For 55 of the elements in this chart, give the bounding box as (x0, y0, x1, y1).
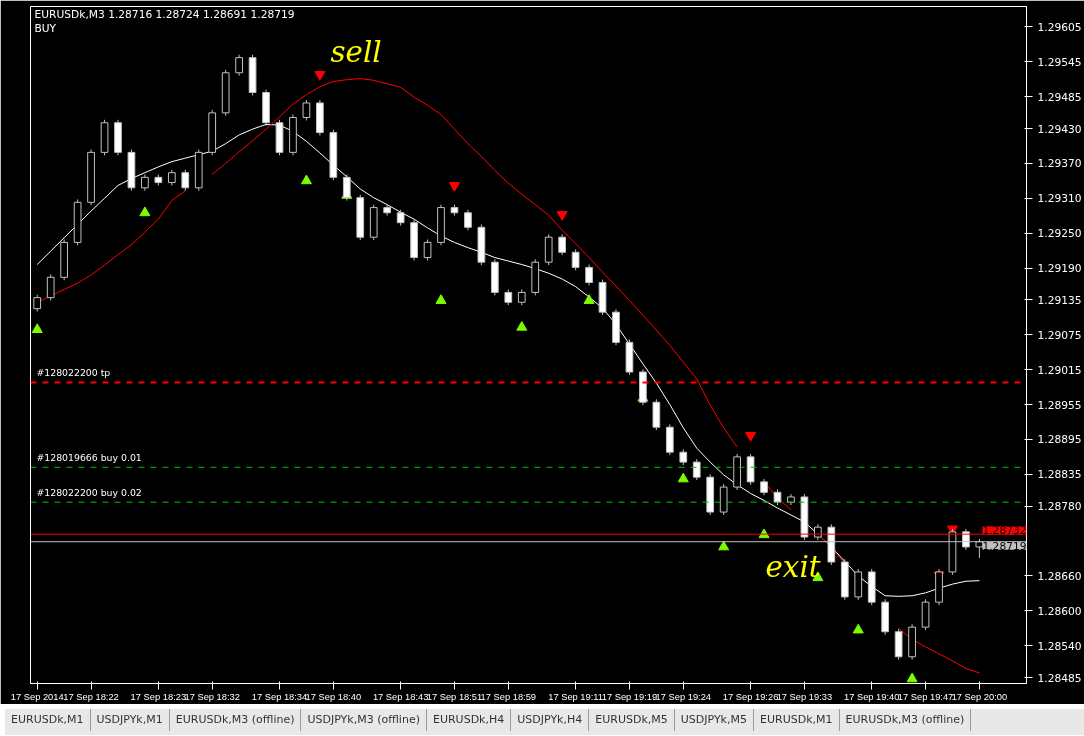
y-tick-label: 1.28780 (1037, 500, 1082, 514)
x-tick-label: 17 Sep 18:23 (130, 691, 187, 702)
x-tick-label: 17 Sep 19:26 (722, 691, 779, 702)
annotation: sell (330, 34, 382, 69)
y-tick-label: 1.29015 (1037, 363, 1082, 377)
text: EURUSDk,M1 (753, 709, 840, 731)
ref-line-label: #128022200 buy 0.02 (36, 487, 142, 499)
y-tick-label: 1.29075 (1037, 328, 1082, 342)
y-tick-label: 1.28540 (1037, 639, 1082, 653)
x-tick-label: 17 Sep 19:40 (843, 691, 900, 702)
x-tick-label: 17 Sep 18:51 (426, 691, 483, 702)
y-tick-label: 1.29190 (1037, 262, 1082, 275)
y-tick-label: 1.29430 (1037, 122, 1082, 136)
y-tick-label: 1.28660 (1037, 569, 1082, 583)
y-tick-label: 1.28485 (1037, 671, 1082, 685)
ref-line-label: 1.28732 (982, 524, 1027, 538)
x-tick-label: 17 Sep 18:22 (63, 691, 119, 702)
x-tick-label: 17 Sep 20:00 (951, 691, 1008, 702)
text: EURUSDk,M3 (offline) (839, 709, 972, 731)
x-tick-label: 17 Sep 18:32 (184, 691, 240, 702)
y-tick-label: 1.28600 (1037, 604, 1082, 618)
y-tick-label: 1.28895 (1037, 433, 1082, 447)
y-tick-label: 1.29310 (1037, 192, 1082, 206)
x-tick-label: 17 Sep 19:33 (776, 691, 833, 702)
x-tick-label: 17 Sep 18:59 (480, 691, 537, 702)
y-tick-label: 1.28955 (1037, 398, 1082, 412)
text: EURUSDk,M3 (offline) (169, 709, 302, 731)
ref-line-label: #128022200 tp (36, 367, 111, 379)
chart-title: EURUSDk,M3 1.28716 1.28724 1.28691 1.28719 (34, 7, 295, 21)
y-tick-label: 1.28835 (1037, 468, 1082, 482)
ref-line-label: #128019666 buy 0.01 (36, 452, 142, 464)
annotation: exit (765, 549, 821, 584)
text: USDJPYk,M5 (674, 709, 754, 731)
y-tick-label: 1.29250 (1037, 227, 1082, 241)
text: EURUSDk,M5 (589, 709, 675, 731)
y-tick-label: 1.29370 (1037, 157, 1082, 171)
x-tick-label: 17 Sep 18:40 (305, 691, 362, 702)
x-tick-label: 17 Sep 19:24 (655, 691, 712, 702)
text: EURUSDk,M1 (5, 709, 91, 731)
y-tick-label: 1.29605 (1037, 20, 1082, 34)
x-tick-label: 17 Sep 2014 (10, 691, 64, 702)
x-tick-label: 17 Sep 18:43 (372, 691, 429, 702)
x-tick-label: 17 Sep 19:19 (601, 691, 658, 702)
x-tick-label: 17 Sep 19:47 (897, 691, 954, 702)
y-tick-label: 1.29135 (1037, 293, 1082, 307)
text: EURUSDk,H4 (426, 709, 512, 731)
text: USDJPYk,M3 (offline) (301, 709, 427, 731)
text: USDJPYk,H4 (511, 709, 590, 731)
y-tick-label: 1.29545 (1037, 55, 1082, 69)
ref-line-label: 1.28719 (982, 539, 1027, 553)
y-tick-label: 1.29485 (1037, 90, 1082, 104)
x-tick-label: 17 Sep 19:11 (548, 691, 604, 702)
x-tick-label: 17 Sep 18:34 (251, 691, 308, 702)
text: USDJPYk,M1 (90, 709, 170, 731)
text: BUY (34, 21, 57, 35)
